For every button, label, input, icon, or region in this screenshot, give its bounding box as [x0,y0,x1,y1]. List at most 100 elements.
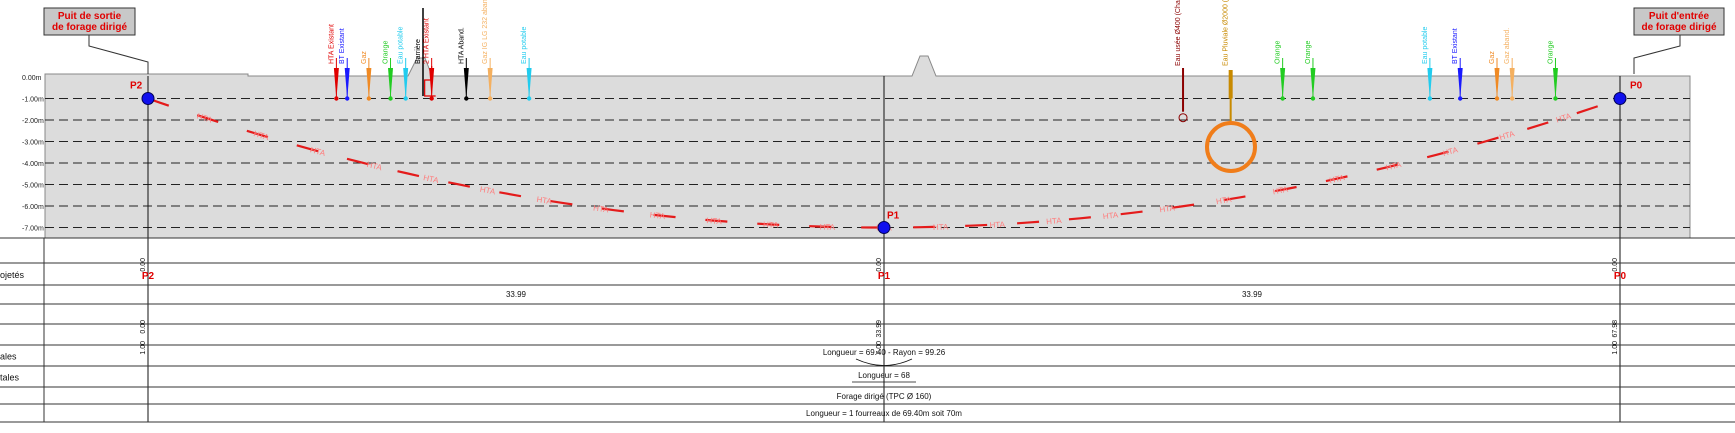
table-summary: Longueur = 69.40 - Rayon = 99.26 [823,348,946,357]
network-label: HTA Existant [328,24,335,64]
table-point-id: P1 [878,271,891,282]
depth-label: -7.00m [22,226,44,233]
depth-grid: 0.00m -1.00m -2.00m -3.00m -4.00m -5.00m -6.00… [22,75,1690,233]
table-value: 0.00 [1612,258,1619,272]
network-label: Orange [1275,41,1282,64]
curve-label: HTA [820,223,836,232]
network-marker: Orange [383,41,394,101]
exit-box: Puit de sortie de forage dirigé [43,7,149,74]
network-marker: Eau Pluviale Ø2000 (Charge non définie) [1223,0,1233,122]
ground-area [44,55,1691,239]
table-row-header: ales [0,352,17,362]
curve-label: HTA [366,160,384,173]
network-label: BT Existant [1452,28,1459,64]
curve-label: HTA [309,145,327,158]
network-marker: Gaz [361,51,372,101]
network-marker: Orange [1305,41,1316,101]
network-label: Orange [1547,41,1554,64]
curve-label: HTA [763,220,780,230]
curve-label: HTA [1102,210,1119,221]
hta-connector [424,66,436,97]
curve-label: HTA [1385,160,1403,173]
network-marker: Eau usée Ø400 (Charge non définie) [1175,0,1188,123]
network-marker: BT Existant [339,28,350,101]
network-label: HTA Aband. [458,27,465,64]
network-marker: Gaz [1489,51,1500,101]
drill-path: HTA HTA HTA HTA HTA HTA HTA HTA HTA HTA HTA HTA HTA H… [147,97,1621,233]
depth-label: -4.00m [22,161,44,168]
network-marker: HTA Aband. [458,27,469,101]
curve-label: HTA [422,173,440,185]
curve-label: HTA [649,210,666,221]
depth-label: -3.00m [22,140,44,147]
exit-box-line-2: de forage dirigé [52,22,127,33]
table-row-header: ojetés [0,270,25,280]
network-marker: Orange [1547,41,1558,101]
network-label: Gaz [361,51,368,64]
rainwater-pipe-circle [1205,121,1257,173]
entry-box-line-1: Puit d'entrée [1649,11,1710,22]
network-label: Eau potable [398,27,405,64]
networks-layer: HTA Existant BT Existant Gaz Orange Eau pota… [328,0,1558,123]
network-label: BT Existant [339,28,346,64]
point-label: P1 [887,211,900,222]
table-summary: Longueur = 68 [858,371,910,380]
curve-label: HTA [1159,203,1176,214]
curve-label: HTA [252,129,270,142]
network-marker: Eau potable [1422,27,1433,101]
curve-label: HTA [1498,129,1516,142]
network-marker: HTA Existant [328,24,339,101]
network-marker: Gaz IG LG 232 aband. [482,0,493,101]
table-summary: Longueur = 1 fourreaux de 69.40m soit 70… [806,409,962,418]
point-markers: P2 P1 P0 [130,81,1643,234]
table-value: 33.99 [876,320,883,338]
network-marker: Orange [1275,41,1286,101]
point-verticals [147,76,1621,422]
curve-label: HTA [989,220,1006,230]
network-label: Eau potable [1422,27,1429,64]
curve-label: HTA [479,185,496,197]
point-label: P0 [1630,81,1643,92]
network-label: Eau usée Ø400 (Charge non définie) [1175,0,1182,66]
entry-box: Puit d'entrée de forage dirigé [1633,7,1725,74]
point-marker [141,92,155,105]
network-label: Eau Pluviale Ø2000 (Charge non définie) [1223,0,1230,66]
curve-symbol [855,358,913,366]
depth-label: 0.00m [22,75,42,82]
curve-label: HTA [1215,195,1232,206]
depth-label: -6.00m [22,204,44,211]
network-marker: Eau potable [398,27,409,101]
network-marker: Eau potable [521,27,532,101]
table-point-id: P0 [1614,271,1627,282]
point-label: P2 [130,81,143,92]
network-label: Gaz IG LG 232 aband. [482,0,489,64]
depth-label: -5.00m [22,183,44,190]
entry-box-line-2: de forage dirigé [1641,22,1716,33]
network-marker: Gaz aband. [1504,28,1515,101]
network-label: Gaz aband. [1504,28,1511,64]
curve-label: HTA [1272,185,1289,197]
network-marker: BT Existant [1452,28,1463,101]
network-marker: Barrière [415,8,424,96]
depth-label: -1.00m [22,97,44,104]
network-label: Barrière [415,39,422,64]
curve-label: HTA [536,195,553,206]
profile-table: ojetésalestales0.00P20.001.000.00P133.99… [0,237,1735,423]
depth-label: -2.00m [22,118,44,125]
point-marker [877,221,891,234]
table-value: 0.00 [140,320,147,334]
table-value: 0.00 [876,258,883,272]
table-value: 0.00 [140,258,147,272]
table-point-id: P2 [142,271,155,282]
point-marker [1613,92,1627,105]
exit-box-line-1: Puit de sortie [58,11,122,22]
table-value: 1.00 [1612,341,1619,355]
network-label: 2 HTA Existant [424,18,431,64]
network-label: Eau potable [521,27,528,64]
network-label: Orange [1305,41,1312,64]
curve-label: HTA [933,223,949,232]
segment-length: 33.99 [1242,290,1263,299]
network-label: Gaz [1489,51,1496,64]
segment-length: 33.99 [506,290,527,299]
